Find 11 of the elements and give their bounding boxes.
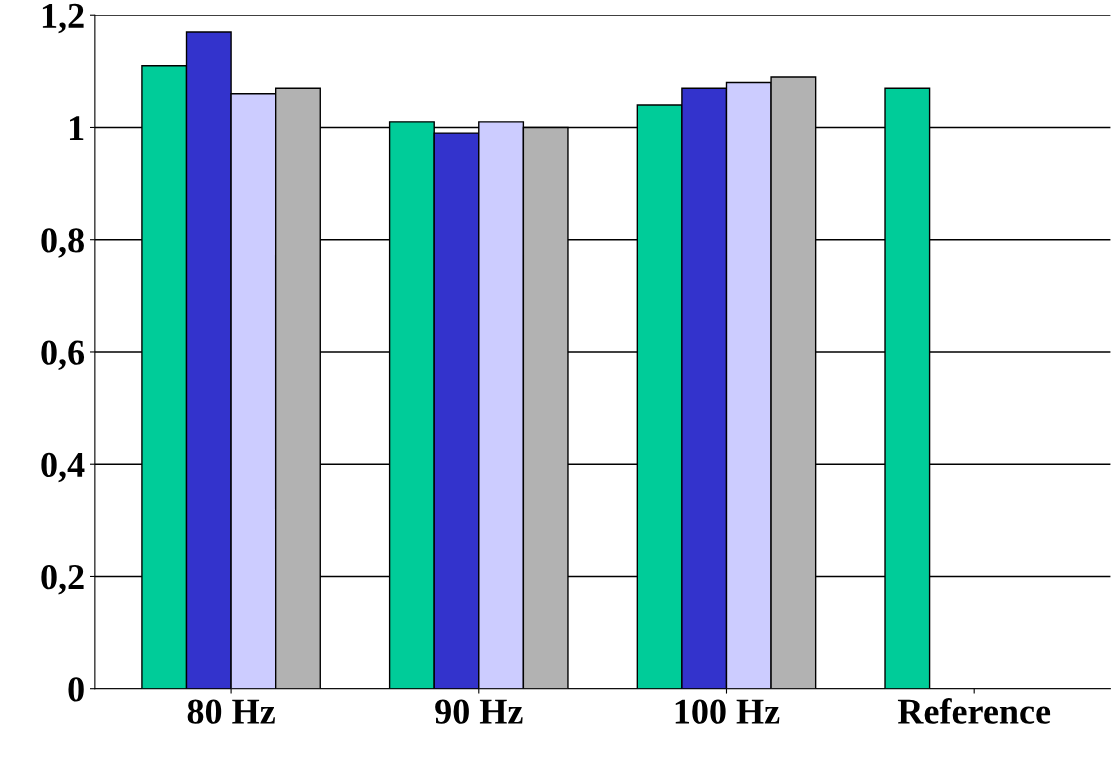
y-tick-label: 0,8 xyxy=(41,228,84,258)
y-tick-label: 1,2 xyxy=(42,3,84,34)
y-tick-label: 1 xyxy=(69,116,84,140)
x-tick-label: 90 Hz xyxy=(435,699,523,724)
x-tick-label: 100 Hz xyxy=(675,699,780,724)
y-tick-label: 0,4 xyxy=(41,452,85,483)
x-tick-label: Reference xyxy=(897,698,1051,724)
y-tick-label: 0,2 xyxy=(41,564,84,595)
y-tick-label: 0,6 xyxy=(41,340,85,371)
y-tick-label: 0 xyxy=(68,677,84,702)
x-tick-label: 80 Hz xyxy=(187,699,275,724)
